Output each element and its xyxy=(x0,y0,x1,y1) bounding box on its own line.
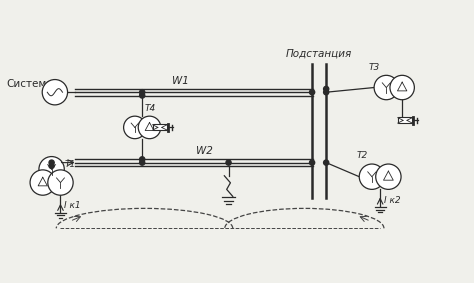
Circle shape xyxy=(138,116,161,139)
Text: T4: T4 xyxy=(145,104,156,113)
Circle shape xyxy=(324,86,329,91)
Circle shape xyxy=(376,164,401,189)
Bar xyxy=(153,124,167,130)
Circle shape xyxy=(140,160,145,165)
Circle shape xyxy=(140,157,145,162)
Circle shape xyxy=(140,90,145,95)
Circle shape xyxy=(226,160,231,165)
Text: I к2: I к2 xyxy=(384,196,401,205)
Circle shape xyxy=(324,160,329,165)
Text: I к1: I к1 xyxy=(64,201,81,210)
Circle shape xyxy=(374,75,399,100)
Text: Подстанция: Подстанция xyxy=(286,48,352,58)
Circle shape xyxy=(124,116,146,139)
Circle shape xyxy=(48,170,73,195)
Text: W1: W1 xyxy=(172,76,189,86)
Text: T3: T3 xyxy=(368,63,380,72)
Circle shape xyxy=(390,75,414,100)
Bar xyxy=(398,117,412,123)
Circle shape xyxy=(310,90,315,95)
Circle shape xyxy=(49,163,54,168)
Circle shape xyxy=(30,170,55,195)
Circle shape xyxy=(359,164,384,189)
Circle shape xyxy=(324,90,329,95)
Circle shape xyxy=(310,160,315,165)
Circle shape xyxy=(39,156,64,182)
Text: Система: Система xyxy=(6,79,53,89)
Circle shape xyxy=(42,80,68,105)
Text: W2: W2 xyxy=(196,146,212,156)
Text: T2: T2 xyxy=(356,151,368,160)
Circle shape xyxy=(140,93,145,98)
Circle shape xyxy=(49,160,54,165)
Text: T1: T1 xyxy=(64,160,75,169)
